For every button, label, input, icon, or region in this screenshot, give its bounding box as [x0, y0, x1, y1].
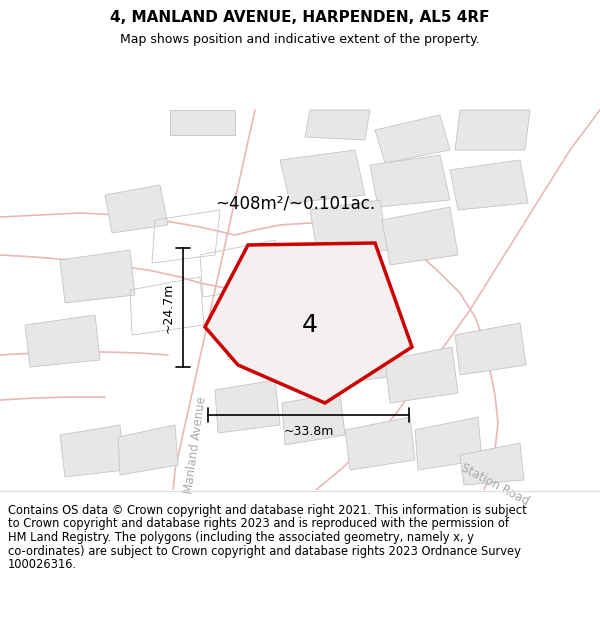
- Text: co-ordinates) are subject to Crown copyright and database rights 2023 Ordnance S: co-ordinates) are subject to Crown copyr…: [8, 544, 521, 558]
- Polygon shape: [345, 417, 415, 470]
- Polygon shape: [205, 243, 412, 403]
- Polygon shape: [375, 115, 450, 163]
- Polygon shape: [280, 150, 365, 203]
- Text: 4, MANLAND AVENUE, HARPENDEN, AL5 4RF: 4, MANLAND AVENUE, HARPENDEN, AL5 4RF: [110, 11, 490, 26]
- Text: to Crown copyright and database rights 2023 and is reproduced with the permissio: to Crown copyright and database rights 2…: [8, 518, 509, 531]
- Polygon shape: [370, 155, 450, 207]
- Polygon shape: [282, 393, 345, 445]
- Polygon shape: [450, 160, 528, 210]
- Polygon shape: [215, 380, 280, 433]
- Text: Station Road: Station Road: [458, 462, 532, 508]
- Polygon shape: [118, 425, 178, 475]
- Polygon shape: [455, 110, 530, 150]
- Text: Map shows position and indicative extent of the property.: Map shows position and indicative extent…: [120, 32, 480, 46]
- Text: 100026316.: 100026316.: [8, 558, 77, 571]
- Text: HM Land Registry. The polygons (including the associated geometry, namely x, y: HM Land Registry. The polygons (includin…: [8, 531, 474, 544]
- Polygon shape: [320, 333, 388, 385]
- Text: ~33.8m: ~33.8m: [283, 425, 334, 438]
- Polygon shape: [460, 443, 524, 485]
- Text: 4: 4: [302, 313, 318, 337]
- Polygon shape: [25, 315, 100, 367]
- Polygon shape: [105, 185, 168, 233]
- Text: Contains OS data © Crown copyright and database right 2021. This information is : Contains OS data © Crown copyright and d…: [8, 504, 527, 517]
- Polygon shape: [60, 250, 135, 303]
- Polygon shape: [382, 207, 458, 265]
- Polygon shape: [305, 110, 370, 140]
- Text: Manland Avenue: Manland Avenue: [182, 396, 208, 494]
- Polygon shape: [170, 110, 235, 135]
- Polygon shape: [385, 347, 458, 403]
- Polygon shape: [415, 417, 482, 470]
- Polygon shape: [60, 425, 125, 477]
- Polygon shape: [310, 200, 388, 257]
- Polygon shape: [455, 323, 526, 375]
- Text: ~408m²/~0.101ac.: ~408m²/~0.101ac.: [215, 194, 375, 212]
- Text: ~24.7m: ~24.7m: [162, 282, 175, 332]
